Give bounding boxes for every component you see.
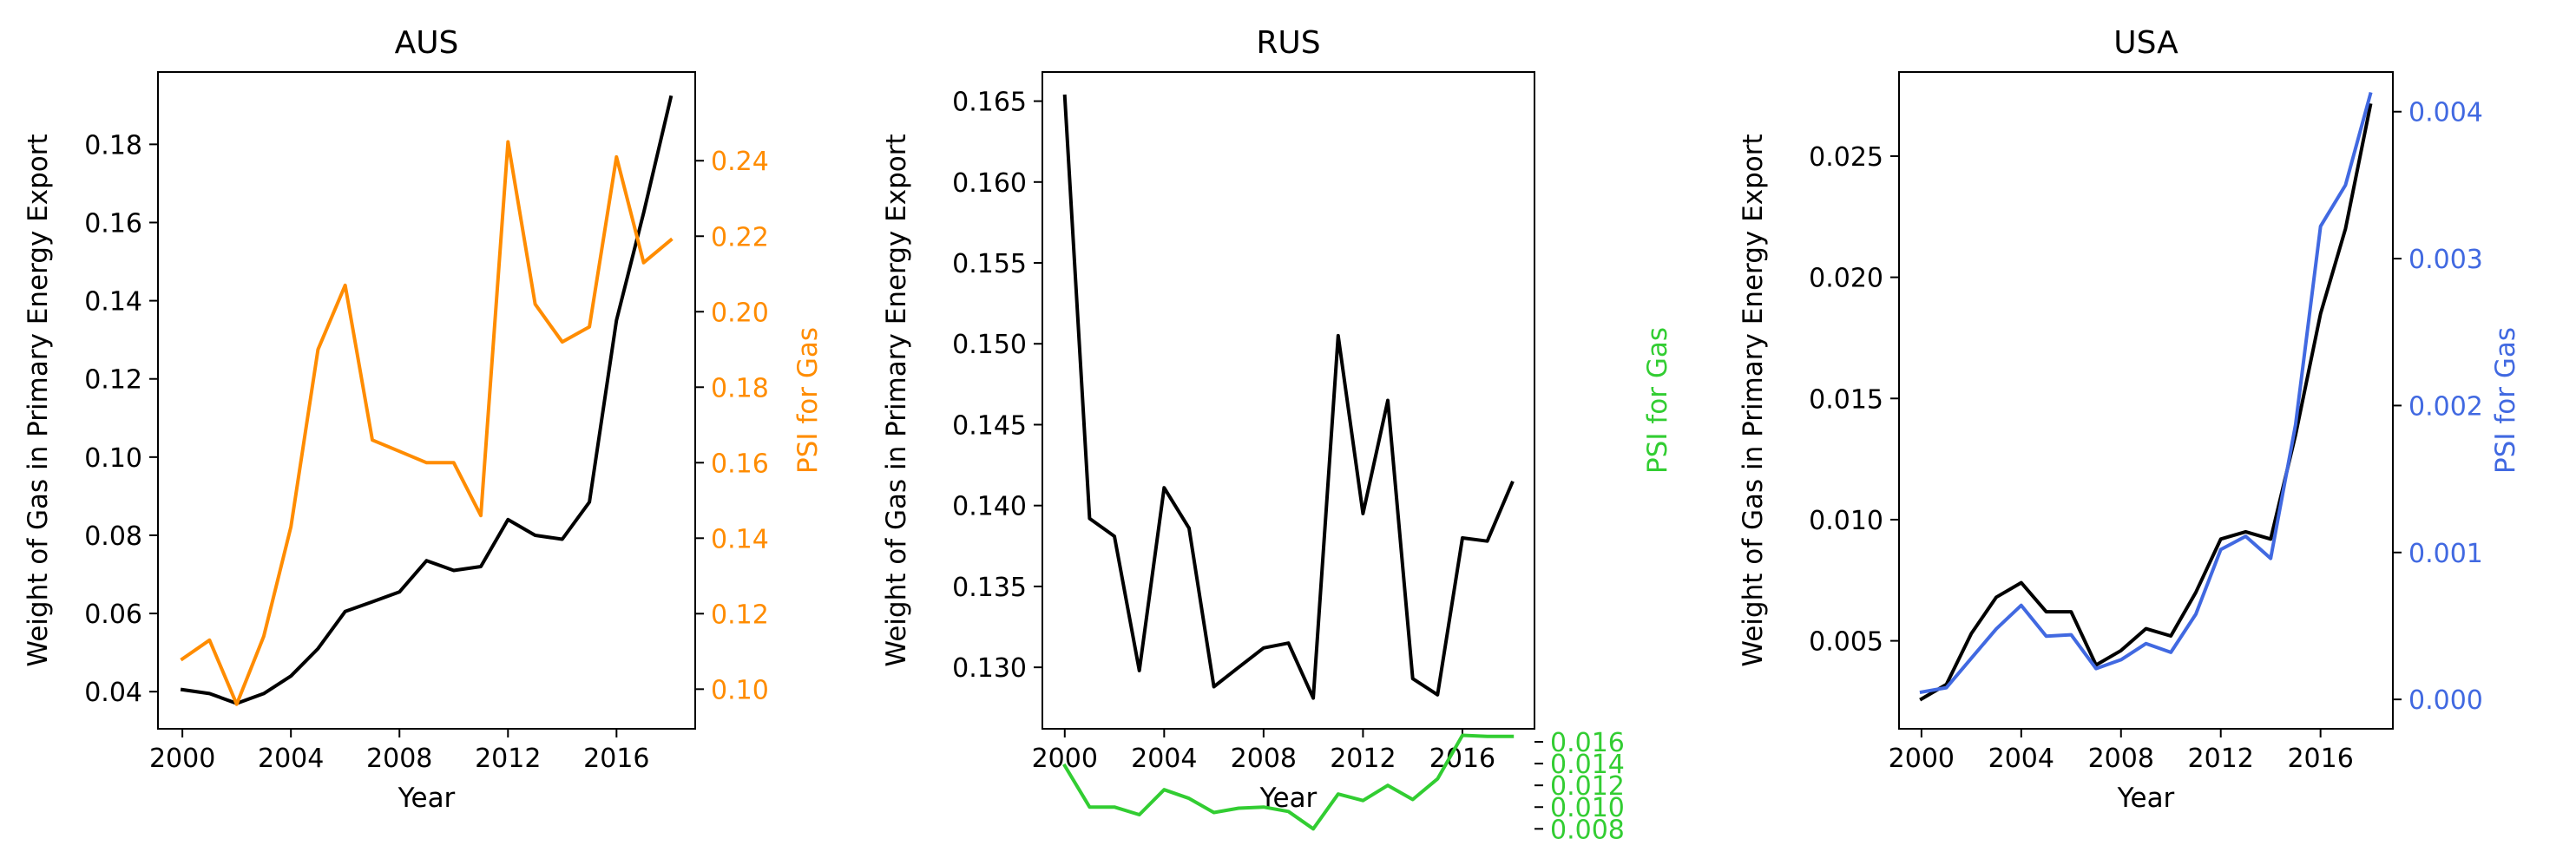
- y2-axis-label: PSI for Gas: [792, 327, 824, 474]
- x-tick-label: 2012: [2188, 744, 2254, 774]
- y-tick-label: 0.14: [84, 287, 142, 318]
- y2-tick-label: 0.24: [711, 147, 769, 177]
- x-tick-label: 2004: [258, 744, 324, 774]
- y-tick-label: 0.145: [952, 410, 1027, 441]
- y2-tick-label: 0.016: [1550, 728, 1625, 758]
- x-tick-label: 2000: [1032, 744, 1098, 774]
- chart-title: RUS: [1256, 25, 1320, 61]
- y-tick-label: 0.18: [84, 130, 142, 161]
- y2-tick-label: 0.001: [2408, 539, 2483, 569]
- y2-axis-label: PSI for Gas: [1642, 327, 1673, 474]
- x-tick-label: 2000: [1889, 744, 1955, 774]
- y2-tick-label: 0.12: [711, 600, 769, 630]
- y-tick-label: 0.005: [1809, 627, 1883, 658]
- x-tick-label: 2008: [1231, 744, 1297, 774]
- x-tick-label: 2012: [475, 744, 541, 774]
- chart-panel-usa: USA 2000 2004 2008 2012 2016 Year 0.005 0.010 0.0…: [1738, 25, 2521, 814]
- y-tick-label: 0.06: [84, 600, 142, 630]
- y2-tick-label: 0.008: [1550, 815, 1625, 845]
- y-tick-label: 0.130: [952, 653, 1027, 684]
- y-tick-label: 0.025: [1809, 142, 1883, 173]
- y-tick-label: 0.020: [1809, 264, 1883, 294]
- y-tick-label: 0.160: [952, 168, 1027, 199]
- x-tick-label: 2004: [1131, 744, 1197, 774]
- series-line-psi-gas: [180, 140, 674, 706]
- y-tick-label: 0.140: [952, 492, 1027, 522]
- y-tick-label: 0.04: [84, 678, 142, 708]
- y-axis-label: Weight of Gas in Primary Energy Export: [881, 134, 912, 666]
- x-tick-label: 2008: [366, 744, 432, 774]
- chart-panel-aus: AUS 2000 2004 2008 2012 2016 Year 0.04 0.06 0.08 0…: [23, 25, 824, 814]
- series-line-gas-weight: [1062, 94, 1515, 700]
- y2-tick-label: 0.18: [711, 373, 769, 403]
- y2-tick-label: 0.14: [711, 524, 769, 554]
- y-axis-label: Weight of Gas in Primary Energy Export: [23, 134, 54, 666]
- y-tick-label: 0.12: [84, 365, 142, 396]
- x-tick-label: 2000: [149, 744, 215, 774]
- series-line-gas-weight: [1919, 102, 2373, 702]
- y2-tick-label: 0.012: [1550, 771, 1625, 802]
- x-tick-label: 2016: [2287, 744, 2353, 774]
- y-tick-label: 0.015: [1809, 384, 1883, 415]
- plot-frame: [157, 71, 696, 730]
- y2-tick-label: 0.10: [711, 675, 769, 705]
- series-line-gas-weight: [180, 95, 674, 705]
- y2-tick-label: 0.014: [1550, 750, 1625, 780]
- y-tick-label: 0.010: [1809, 506, 1883, 536]
- x-tick-label: 2004: [1988, 744, 2054, 774]
- y2-tick-label: 0.22: [711, 222, 769, 252]
- chart-title: AUS: [395, 25, 459, 61]
- y2-tick-label: 0.010: [1550, 793, 1625, 823]
- y-tick-label: 0.165: [952, 88, 1027, 118]
- y-tick-label: 0.16: [84, 208, 142, 239]
- y-tick-label: 0.155: [952, 249, 1027, 279]
- y-tick-label: 0.150: [952, 330, 1027, 360]
- y2-axis-label: PSI for Gas: [2490, 327, 2521, 474]
- chart-title: USA: [2113, 25, 2178, 61]
- y2-tick-label: 0.003: [2408, 245, 2483, 275]
- plot-frame: [1042, 71, 1535, 730]
- y2-tick-label: 0.002: [2408, 391, 2483, 422]
- x-tick-label: 2016: [583, 744, 649, 774]
- y2-tick-label: 0.16: [711, 449, 769, 479]
- y-axis-label: Weight of Gas in Primary Energy Export: [1738, 134, 1769, 666]
- series-line-psi-gas: [1919, 91, 2373, 695]
- x-axis-label: Year: [2117, 783, 2175, 814]
- series-line-psi-gas: [1062, 733, 1515, 831]
- x-tick-label: 2016: [1429, 744, 1495, 774]
- y2-tick-label: 0.000: [2408, 685, 2483, 716]
- panels: AUS 2000 2004 2008 2012 2016 Year 0.04 0.06 0.08 0…: [23, 25, 2521, 845]
- plot-frame: [1898, 71, 2394, 730]
- x-axis-label: Year: [398, 783, 456, 814]
- x-tick-label: 2008: [2088, 744, 2154, 774]
- y-tick-label: 0.10: [84, 443, 142, 474]
- y-tick-label: 0.08: [84, 521, 142, 552]
- y2-tick-label: 0.20: [711, 298, 769, 328]
- y2-tick-label: 0.004: [2408, 98, 2483, 128]
- y-tick-label: 0.135: [952, 573, 1027, 603]
- x-tick-label: 2012: [1330, 744, 1396, 774]
